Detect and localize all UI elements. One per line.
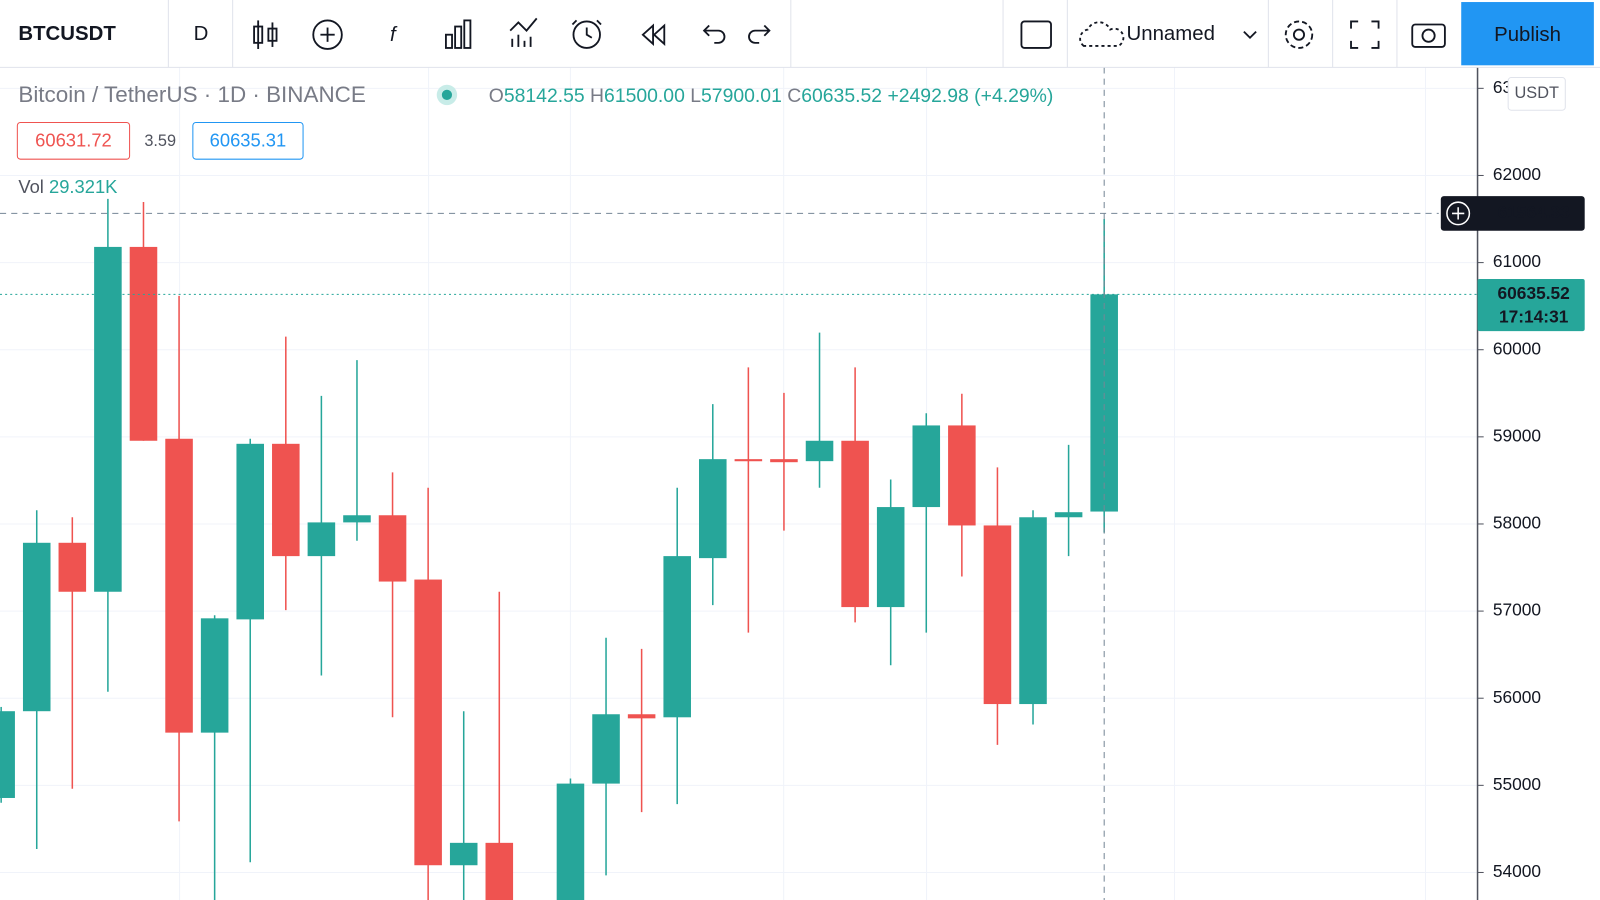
y-tick-label: 61000 [1493, 251, 1541, 271]
vol-label: Vol [18, 176, 44, 197]
y-tick-label: 55000 [1493, 774, 1541, 794]
candle-body [912, 425, 941, 508]
candle-body [378, 515, 407, 582]
indicators-button[interactable]: f [390, 24, 398, 46]
high-value: 61500.00 [604, 85, 685, 107]
spread: 3.59 [144, 132, 176, 150]
candle-body [734, 459, 763, 462]
candle-body [165, 438, 193, 733]
candles [0, 198, 1118, 900]
candle-body [556, 783, 585, 900]
ohlc: O58142.55 H61500.00 L57900.01 C60635.52 … [489, 85, 1054, 107]
interval-button[interactable]: D [194, 23, 209, 45]
change: +2492.98 (+4.29%) [887, 85, 1053, 107]
candle-body [485, 842, 514, 900]
add-alert-plus [1452, 207, 1465, 220]
last-price-box [1477, 279, 1585, 332]
chart-type-button[interactable] [253, 20, 278, 49]
candle-body [1019, 517, 1047, 705]
financials-button[interactable] [445, 19, 472, 49]
templates-button[interactable] [509, 17, 538, 47]
layout-button[interactable] [1020, 20, 1052, 49]
candle-body [129, 246, 158, 441]
redo-button[interactable] [748, 24, 771, 44]
legend: Bitcoin / TetherUS · 1D · BINANCE O58142… [16, 82, 1054, 197]
candle-body [805, 440, 834, 462]
y-tick-label: 59000 [1493, 425, 1541, 445]
candle-body [449, 842, 478, 866]
symbol-title: Bitcoin / TetherUS · 1D · BINANCE [18, 82, 365, 107]
alert-button[interactable] [571, 19, 602, 49]
h-label: H [590, 85, 604, 107]
candle-body [841, 440, 869, 608]
snapshot-button[interactable] [1411, 23, 1446, 48]
undo-button[interactable] [702, 24, 726, 44]
y-tick-label: 58000 [1493, 513, 1541, 533]
buy-box[interactable] [192, 121, 304, 160]
candle-body [200, 618, 229, 733]
status-dot [441, 89, 453, 100]
candle-body [307, 522, 336, 557]
sell-box[interactable] [16, 121, 131, 160]
low-value: 57900.01 [701, 85, 782, 107]
candle-body [699, 459, 727, 559]
candle-body [876, 507, 905, 608]
publish-label[interactable]: Publish [1494, 24, 1561, 46]
publish-button[interactable] [1461, 2, 1594, 66]
price-axis: 54000 55000 56000 57000 58000 59000 60000 61000… [1440, 77, 1585, 881]
y-tick-label: 56000 [1493, 687, 1541, 707]
candle-body [627, 714, 656, 719]
volume-legend: Vol 29.321K [18, 176, 118, 197]
candle-body [663, 556, 691, 718]
dropdown-arrow[interactable] [1243, 30, 1257, 40]
countdown: 17:14:31 [1499, 306, 1569, 326]
currency-box[interactable] [1507, 77, 1566, 111]
o-label: O [489, 85, 504, 107]
candle-body [22, 542, 51, 712]
y-tick-label: 62000 [1493, 164, 1541, 184]
settings-button[interactable] [1284, 20, 1314, 49]
candle-body [343, 515, 371, 523]
vol-value: 29.321K [49, 176, 118, 197]
candle-body [0, 711, 15, 798]
toolbar-bg [0, 0, 1600, 68]
candle-body [272, 443, 300, 557]
toolbar: BTCUSDT D f Unnamed Publish [0, 0, 1600, 68]
y-tick-label: 57000 [1493, 600, 1541, 620]
cloud-icon [1079, 21, 1125, 47]
buy-price[interactable]: 60635.31 [210, 130, 287, 151]
currency[interactable]: USDT [1515, 84, 1559, 102]
overlay [0, 67, 1478, 900]
add-alert-icon [1446, 201, 1471, 226]
last-price-label: 60635.52 [1498, 283, 1570, 303]
symbol-button[interactable]: BTCUSDT [18, 23, 116, 45]
close-value: 60635.52 [801, 85, 882, 107]
y-tick-label: 54000 [1493, 861, 1541, 881]
c-label: C [787, 85, 801, 107]
candle-body [58, 542, 87, 592]
candle-body [414, 579, 442, 866]
open-value: 58142.55 [504, 85, 585, 107]
crosshair-label: 61564.33 [1498, 202, 1571, 222]
crosshair-box [1440, 196, 1585, 231]
candle-body [236, 443, 264, 620]
candle-body [983, 525, 1012, 705]
candle-body [948, 425, 976, 526]
candle-body [94, 246, 122, 592]
l-label: L [690, 85, 701, 107]
fullscreen-button[interactable] [1350, 20, 1380, 49]
replay-button[interactable] [641, 23, 666, 46]
candle-body [770, 459, 798, 463]
y-tick-label: 60000 [1493, 338, 1541, 358]
candle-body [1054, 512, 1083, 518]
grid [0, 67, 1478, 900]
compare-button[interactable] [312, 19, 343, 50]
layout-name[interactable]: Unnamed [1127, 23, 1215, 45]
sell-price[interactable]: 60631.72 [35, 130, 112, 151]
candle-body [592, 714, 620, 784]
